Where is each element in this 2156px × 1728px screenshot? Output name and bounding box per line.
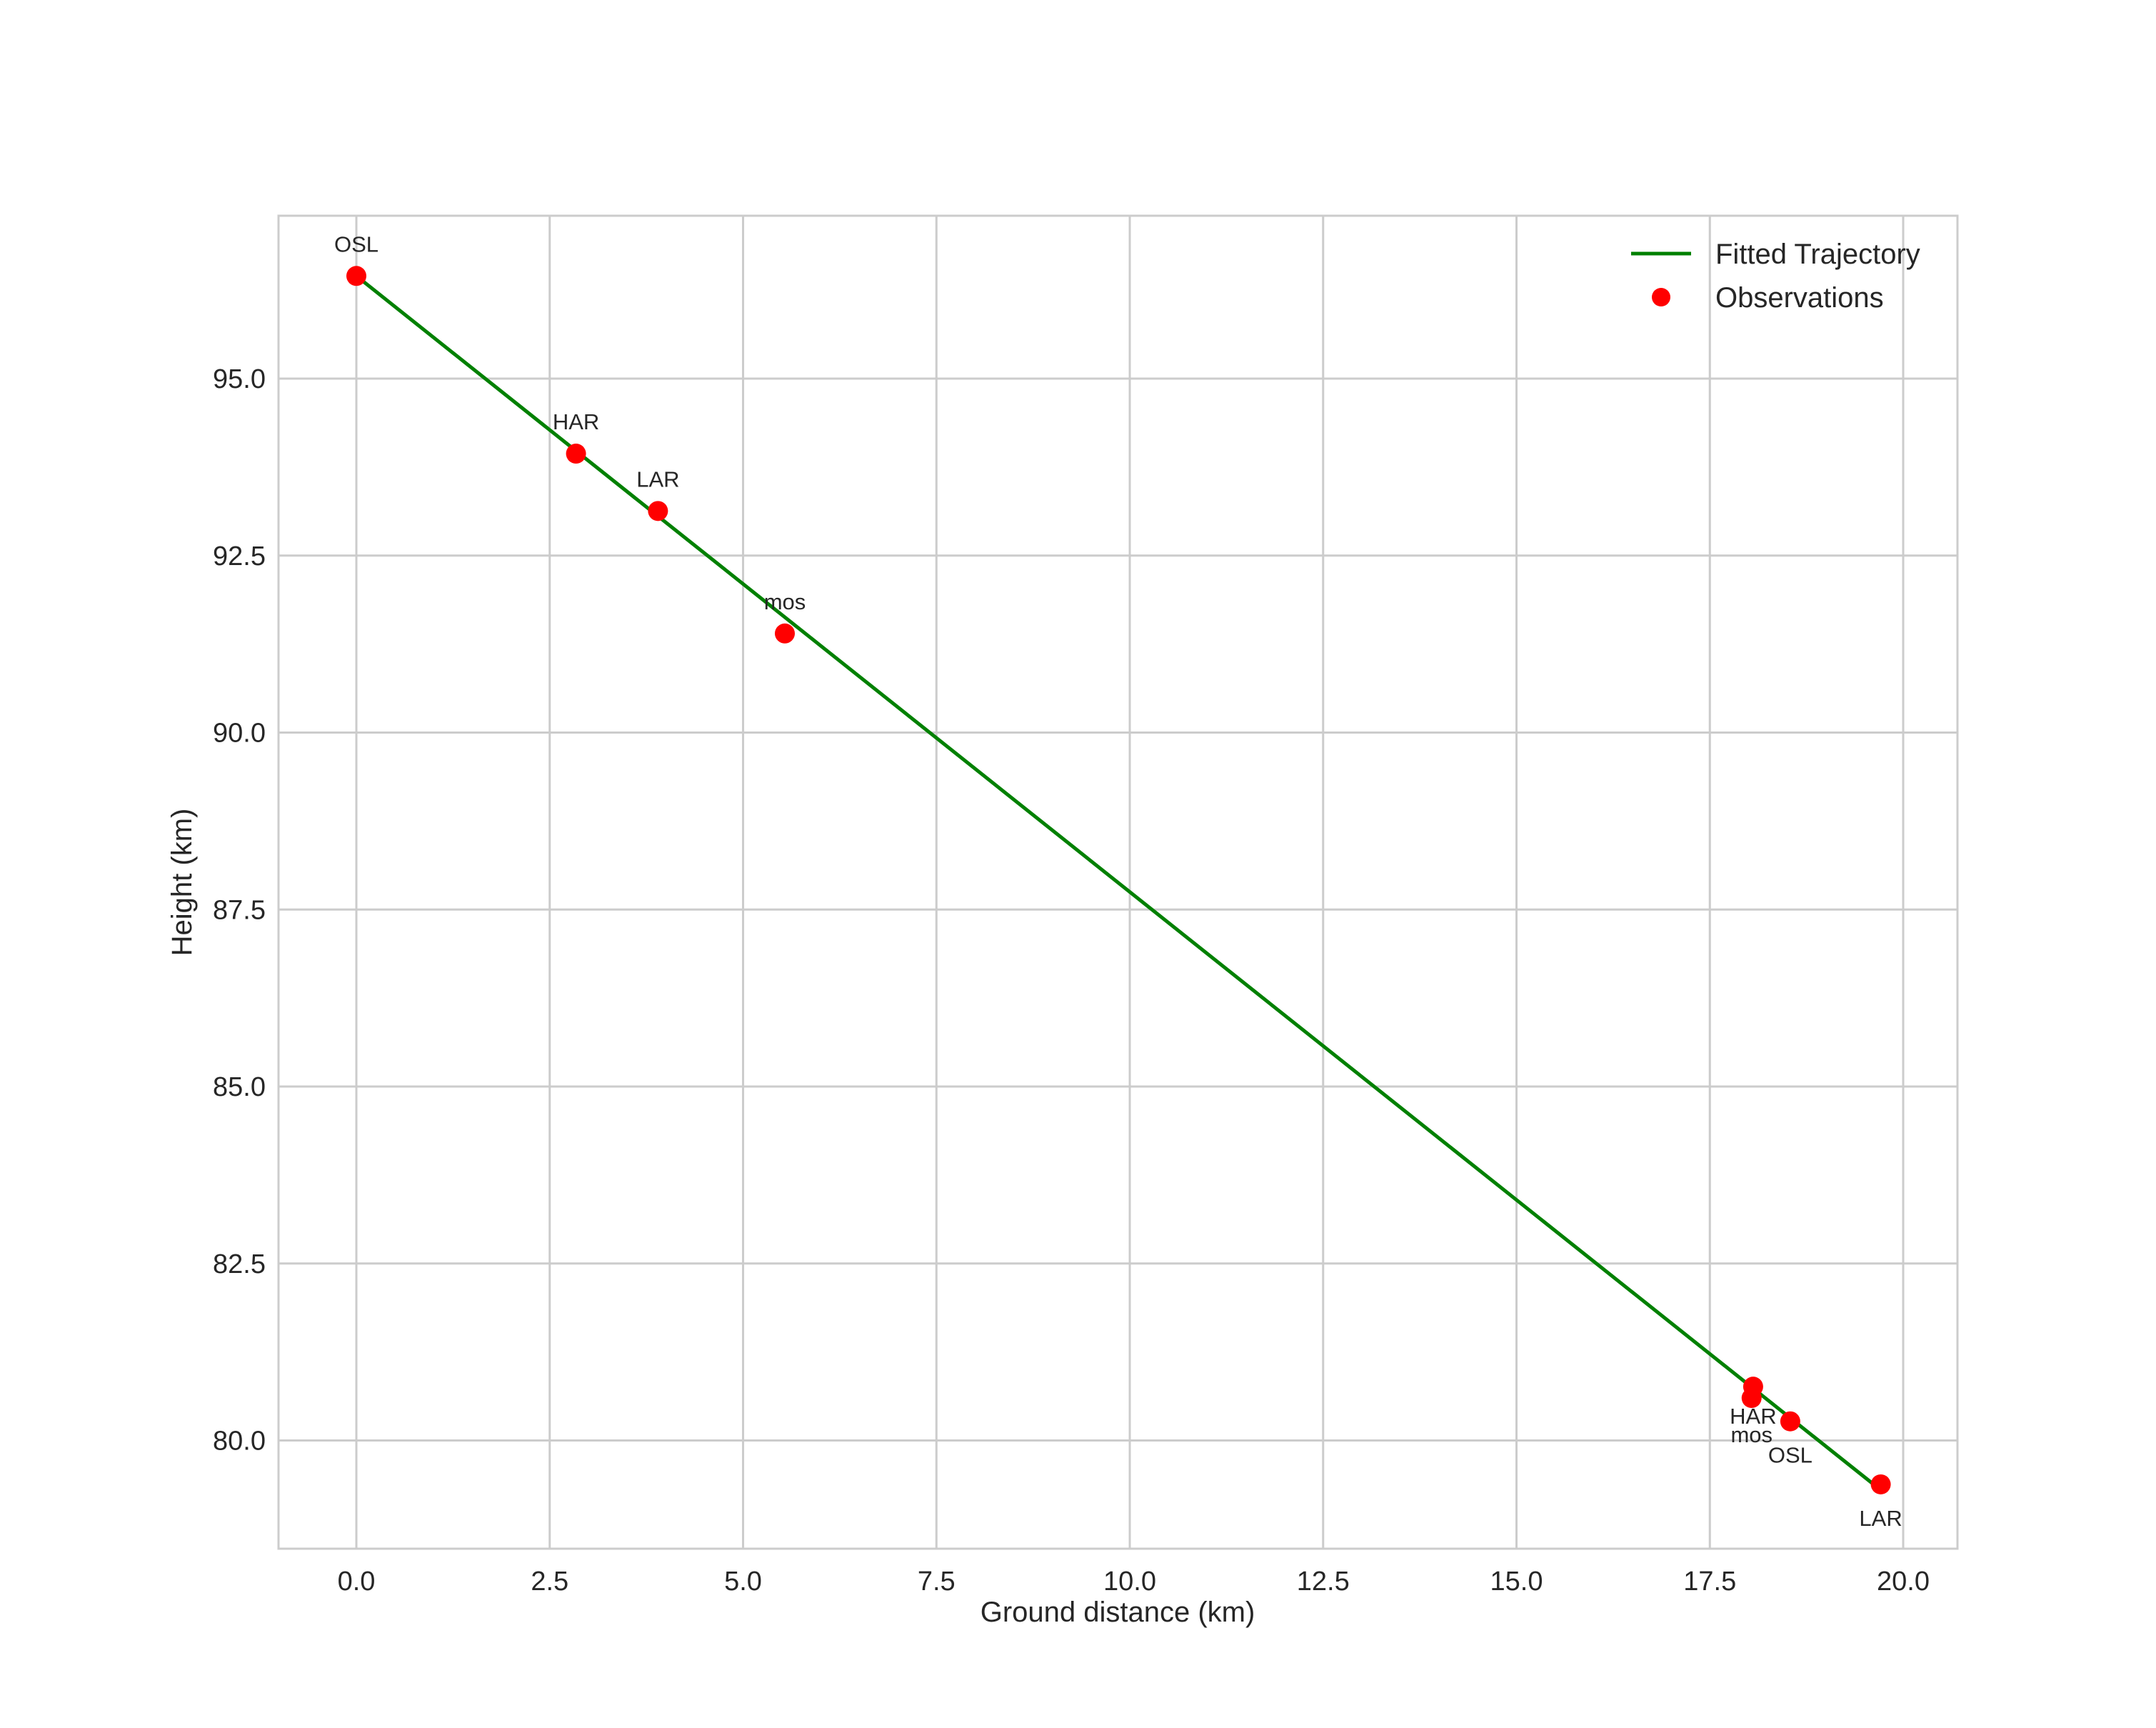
x-tick-label: 10.0 [1103, 1567, 1156, 1597]
legend-dot-icon [1652, 288, 1670, 306]
observation-point [1741, 1388, 1762, 1409]
observation-label: LAR [636, 466, 679, 491]
observation-point [1780, 1411, 1800, 1432]
legend-label-observations: Observations [1715, 282, 1884, 314]
x-tick-label: 7.5 [918, 1567, 956, 1597]
y-axis-ticks: 80.0 82.5 85.0 87.5 90.0 92.5 95.0 [213, 364, 266, 1457]
y-axis-label: Height (km) [166, 809, 198, 957]
observation-label: OSL [334, 231, 378, 256]
trajectory-line [355, 274, 1882, 1492]
x-tick-label: 20.0 [1877, 1567, 1930, 1597]
y-tick-label: 85.0 [213, 1072, 266, 1102]
x-axis-ticks: 0.0 2.5 5.0 7.5 10.0 12.5 15.0 17.5 20.0 [338, 1567, 1930, 1597]
x-axis-label: Ground distance (km) [981, 1597, 1255, 1628]
observation-label: mos [764, 589, 806, 614]
observation-label: HAR [553, 409, 599, 434]
plot-area-frame [277, 214, 1959, 1550]
x-tick-label: 15.0 [1490, 1567, 1543, 1597]
observation-point [1870, 1474, 1891, 1494]
observation-point [774, 623, 795, 644]
legend: Fitted Trajectory Observations [1631, 239, 1920, 314]
y-tick-label: 90.0 [213, 719, 266, 749]
x-tick-label: 5.0 [724, 1567, 762, 1597]
observation-point [346, 266, 366, 286]
y-tick-label: 95.0 [213, 364, 266, 394]
legend-label-fitted-trajectory: Fitted Trajectory [1715, 239, 1920, 270]
x-tick-label: 2.5 [531, 1567, 568, 1597]
observation-point [566, 444, 586, 464]
grid-lines [279, 216, 1957, 1549]
observation-label: LAR [1859, 1506, 1902, 1531]
x-tick-label: 17.5 [1683, 1567, 1736, 1597]
observation-label: mos [1730, 1422, 1773, 1447]
observation-label: OSL [1768, 1443, 1812, 1468]
observation-point [648, 501, 668, 521]
x-tick-label: 0.0 [338, 1567, 376, 1597]
y-tick-label: 87.5 [213, 895, 266, 925]
x-tick-label: 12.5 [1297, 1567, 1350, 1597]
y-tick-label: 92.5 [213, 541, 266, 571]
observation-label: HAR [1730, 1404, 1776, 1429]
fitted-trajectory-line [355, 274, 1882, 1492]
y-tick-label: 82.5 [213, 1249, 266, 1279]
y-tick-label: 80.0 [213, 1427, 266, 1457]
